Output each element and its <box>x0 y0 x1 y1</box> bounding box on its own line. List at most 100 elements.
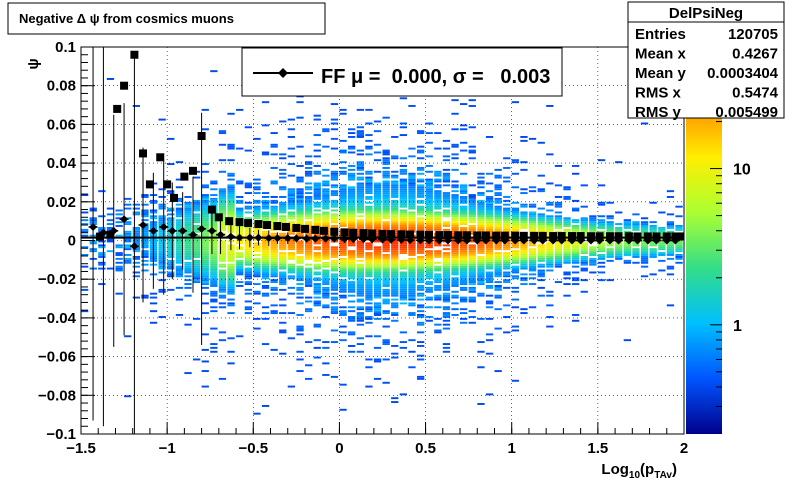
heatmap-cell <box>115 261 123 264</box>
heatmap-cell <box>227 196 235 198</box>
heatmap-cell <box>244 232 252 235</box>
heatmap-cell <box>287 188 295 191</box>
heatmap-cell <box>322 221 330 224</box>
heatmap-cell <box>597 215 606 218</box>
square-marker <box>435 231 444 240</box>
heatmap-cell <box>149 310 158 313</box>
heatmap-cell <box>391 170 399 173</box>
heatmap-cell <box>589 227 597 229</box>
heatmap-cell <box>425 228 433 231</box>
heatmap-cell <box>580 230 588 233</box>
heatmap-cell <box>270 219 278 222</box>
heatmap-cell <box>193 246 201 249</box>
heatmap-cell <box>373 261 382 264</box>
heatmap-cell <box>373 285 382 287</box>
heatmap-cell <box>408 196 416 198</box>
heatmap-cell <box>494 225 502 227</box>
heatmap-cell <box>425 263 433 266</box>
heatmap-cell <box>313 215 321 218</box>
heatmap-cell <box>201 108 209 111</box>
heatmap-cell <box>589 257 597 260</box>
heatmap-cell <box>373 265 382 268</box>
heatmap-cell <box>666 265 675 268</box>
heatmap-cell <box>348 194 356 197</box>
heatmap-cell <box>356 343 364 346</box>
heatmap-cell <box>485 275 494 278</box>
heatmap-cell <box>373 267 382 270</box>
heatmap-cell <box>546 259 554 262</box>
heatmap-cell <box>322 223 330 226</box>
heatmap-cell <box>442 159 451 162</box>
heatmap-cell <box>322 192 330 195</box>
square-marker <box>145 180 154 189</box>
heatmap-cell <box>417 244 425 247</box>
heatmap-cell <box>218 283 227 286</box>
heatmap-cell <box>339 167 347 169</box>
heatmap-cell <box>477 182 485 185</box>
heatmap-cell <box>580 205 588 208</box>
heatmap-cell <box>210 265 218 268</box>
legend-box: FF μ = 0.000, σ = 0.003 <box>241 47 563 97</box>
heatmap-cell <box>606 252 614 255</box>
heatmap-cell <box>563 246 571 249</box>
heatmap-cell <box>201 283 209 286</box>
heatmap-cell <box>408 269 416 272</box>
heatmap-cell <box>296 275 304 278</box>
colorbar-tick-label: 1 <box>733 318 742 335</box>
heatmap-cell <box>503 275 511 278</box>
heatmap-cell <box>279 281 287 284</box>
heatmap-cell <box>494 217 502 220</box>
heatmap-cell <box>408 257 416 260</box>
heatmap-cell <box>503 257 511 260</box>
heatmap-cell <box>279 312 287 315</box>
square-marker <box>643 232 652 241</box>
heatmap-cell <box>494 286 502 289</box>
heatmap-cell <box>511 246 519 249</box>
heatmap-cell <box>666 248 675 251</box>
heatmap-cell <box>279 168 287 171</box>
heatmap-cell <box>339 283 347 286</box>
heatmap-cell <box>546 228 554 231</box>
heatmap-cell <box>201 194 209 197</box>
heatmap-cell <box>218 221 227 224</box>
heatmap-cell <box>356 337 364 340</box>
heatmap-cell <box>451 308 459 311</box>
heatmap-cell <box>434 273 442 276</box>
heatmap-cell <box>399 296 407 299</box>
heatmap-cell <box>287 246 295 249</box>
heatmap-cell <box>175 314 184 316</box>
heatmap-cell <box>640 122 649 125</box>
heatmap-cell <box>348 207 356 210</box>
diamond-marker <box>311 234 320 243</box>
heatmap-cell <box>373 151 382 154</box>
heatmap-cell <box>606 225 614 227</box>
heatmap-cell <box>649 201 657 204</box>
heatmap-cell <box>485 267 494 270</box>
heatmap-cell <box>339 248 347 251</box>
heatmap-cell <box>313 257 321 260</box>
heatmap-cell <box>503 167 511 169</box>
heatmap-cell <box>373 250 382 253</box>
heatmap-cell <box>339 196 347 198</box>
heatmap-cell <box>382 221 390 224</box>
heatmap-cell <box>279 304 287 307</box>
heatmap-cell <box>382 246 390 249</box>
heatmap-cell <box>442 201 451 204</box>
heatmap-cell <box>330 308 339 311</box>
heatmap-cell <box>279 271 287 274</box>
heatmap-cell <box>167 288 175 291</box>
heatmap-cell <box>434 172 442 175</box>
heatmap-cell <box>554 203 563 206</box>
heatmap-cell <box>477 256 485 258</box>
heatmap-cell <box>373 232 382 235</box>
heatmap-cell <box>313 292 321 295</box>
heatmap-cell <box>589 254 597 256</box>
heatmap-cell <box>434 219 442 222</box>
heatmap-cell <box>408 281 416 284</box>
diamond-marker <box>207 226 216 235</box>
heatmap-cell <box>253 207 261 210</box>
heatmap-cell <box>391 397 399 400</box>
heatmap-cell <box>511 379 519 382</box>
heatmap-cell <box>356 215 364 218</box>
heatmap-cell <box>382 275 390 278</box>
